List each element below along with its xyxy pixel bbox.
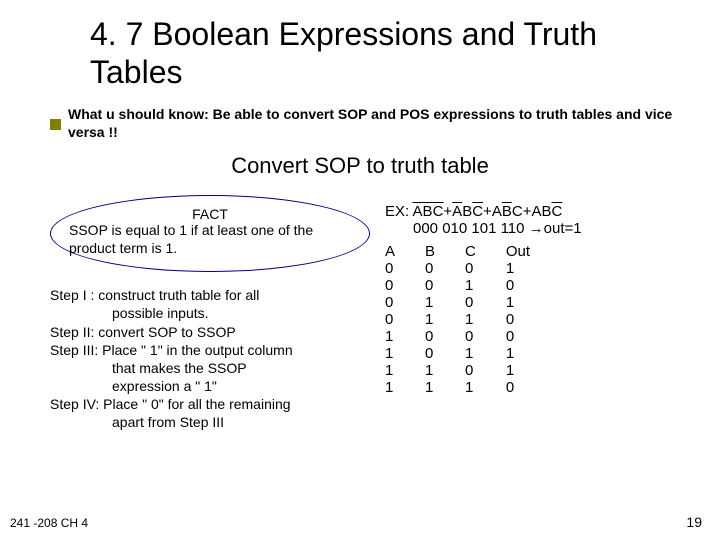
t4c: C <box>551 203 562 220</box>
example-expression: EX: ABC+ABC+ABC+ABC <box>385 187 700 220</box>
t4b: B <box>541 203 551 220</box>
table-row: 1101 <box>385 362 530 379</box>
right-column: EX: ABC+ABC+ABC+ABC 000 010 101 110 →out… <box>380 187 700 432</box>
t2c: C <box>472 203 483 220</box>
bullet-icon <box>50 119 61 130</box>
fact-title: FACT <box>69 206 351 222</box>
content-columns: FACT SSOP is equal to 1 if at least one … <box>0 187 720 432</box>
step-2: Step II: convert SOP to SSOP <box>50 323 370 341</box>
t2a: A <box>452 203 462 220</box>
table-row: 0101 <box>385 294 530 311</box>
th-c: C <box>465 243 506 260</box>
out-binary: 000 010 101 110 <box>413 220 529 237</box>
t1c: C <box>433 203 444 220</box>
t4a: A <box>531 203 541 220</box>
table-row: 0010 <box>385 277 530 294</box>
step-1a: Step I : construct truth table for all <box>50 286 370 304</box>
example-out-line: 000 010 101 110 →out=1 <box>385 220 700 237</box>
arrow-icon: → <box>529 220 544 237</box>
t1b: B <box>423 203 433 220</box>
footer-left: 241 -208 CH 4 <box>10 516 88 530</box>
steps-block: Step I : construct truth table for all p… <box>50 286 370 432</box>
table-row: 1000 <box>385 328 530 345</box>
left-column: FACT SSOP is equal to 1 if at least one … <box>50 187 380 432</box>
plus1: + <box>443 203 452 220</box>
plus2: + <box>483 203 492 220</box>
fact-bubble: FACT SSOP is equal to 1 if at least one … <box>50 195 370 272</box>
section-subtitle: Convert SOP to truth table <box>0 141 720 187</box>
t3a: A <box>492 203 502 220</box>
step-3c: expression a " 1" <box>50 377 370 395</box>
step-3a: Step III: Place " 1" in the output colum… <box>50 341 370 359</box>
step-1b: possible inputs. <box>50 304 370 322</box>
table-row: 0001 <box>385 260 530 277</box>
step-4b: apart from Step III <box>50 413 370 431</box>
t3c: C <box>512 203 523 220</box>
t2b: B <box>462 203 472 220</box>
th-out: Out <box>506 243 530 260</box>
fact-body: SSOP is equal to 1 if at least one of th… <box>69 222 351 257</box>
truth-table: A B C Out 0001 0010 0101 0110 1000 1011 … <box>385 243 530 396</box>
table-header-row: A B C Out <box>385 243 530 260</box>
know-text: What u should know: Be able to convert S… <box>0 97 720 141</box>
th-b: B <box>425 243 465 260</box>
out-eq: out=1 <box>544 220 582 237</box>
step-4a: Step IV: Place " 0" for all the remainin… <box>50 395 370 413</box>
th-a: A <box>385 243 425 260</box>
table-row: 0110 <box>385 311 530 328</box>
slide-title: 4. 7 Boolean Expressions and Truth Table… <box>0 0 720 97</box>
t3b: B <box>502 203 512 220</box>
step-3b: that makes the SSOP <box>50 359 370 377</box>
t1a: A <box>413 203 423 220</box>
table-row: 1110 <box>385 379 530 396</box>
ex-prefix: EX: <box>385 203 413 220</box>
page-number: 19 <box>686 514 702 530</box>
table-row: 1011 <box>385 345 530 362</box>
